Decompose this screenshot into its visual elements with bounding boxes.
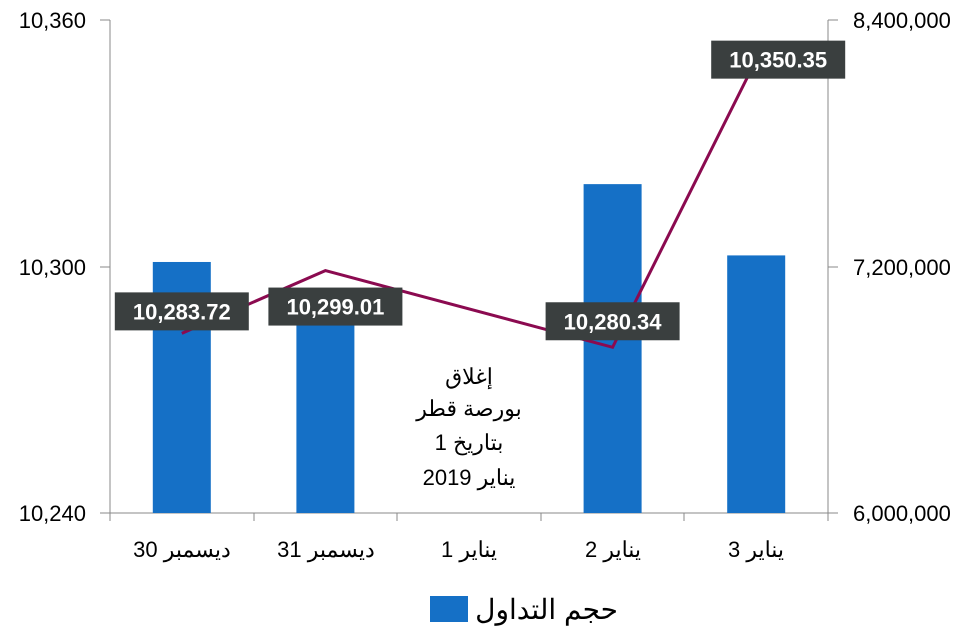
category-label-jan2: 2 يناير [585,537,641,563]
close-price-label-box-0 [114,292,249,331]
left-tick-marks [100,19,110,514]
right-tick-label-min: 6,000,000 [853,501,951,526]
right-tick-label-mid: 7,200,000 [853,255,951,280]
close-price-label-4: 10,350.35 [711,40,846,79]
annotation-line-2: بورصة قطر [415,396,521,422]
category-label-jan3: 3 يناير [728,537,784,563]
close-price-label-3: 10,280.34 [545,302,680,341]
close-price-label-text-1: 10,299.01 [286,295,384,320]
close-price-label-0: 10,283.72 [114,292,249,331]
right-tick-label-max: 8,400,000 [853,8,951,33]
volume-bar-1 [296,315,355,513]
close-price-line [181,58,758,350]
left-tick-label-mid: 10,300 [19,255,86,280]
category-label-dec30: 30 ديسمبر [133,537,231,563]
close-price-label-text-3: 10,280.34 [564,309,663,334]
category-tick-marks [109,513,829,521]
legend-label: حجم التداول [475,594,618,626]
close-price-label-box-4 [711,40,846,79]
close-price-label-text-4: 10,350.35 [729,48,827,73]
volume-bars [152,184,786,513]
annotation-line-4: يناير 2019 [423,465,516,491]
left-tick-label-max: 10,360 [19,8,86,33]
close-price-label-1: 10,299.01 [268,287,403,326]
right-tick-marks [828,19,838,514]
annotation: إغلاق بورصة قطر بتاريخ 1 يناير 2019 [415,364,521,491]
category-label-dec31: 31 ديسمبر [277,537,375,563]
legend-swatch [430,596,468,622]
left-tick-label-min: 10,240 [19,501,86,526]
legend: حجم التداول [430,594,618,626]
close-price-labels: 10,283.72 10,299.01 10,280.34 10,350.35 [114,40,846,341]
category-label-jan1: 1 يناير [441,537,497,563]
annotation-line-3: بتاريخ 1 [435,430,504,456]
close-price-label-box-3 [545,302,680,341]
close-price-label-box-1 [268,287,403,326]
volume-bar-4 [727,255,786,513]
close-price-label-text-0: 10,283.72 [133,299,231,324]
annotation-line-1: إغلاق [445,364,493,390]
close-price-polyline [181,58,758,350]
